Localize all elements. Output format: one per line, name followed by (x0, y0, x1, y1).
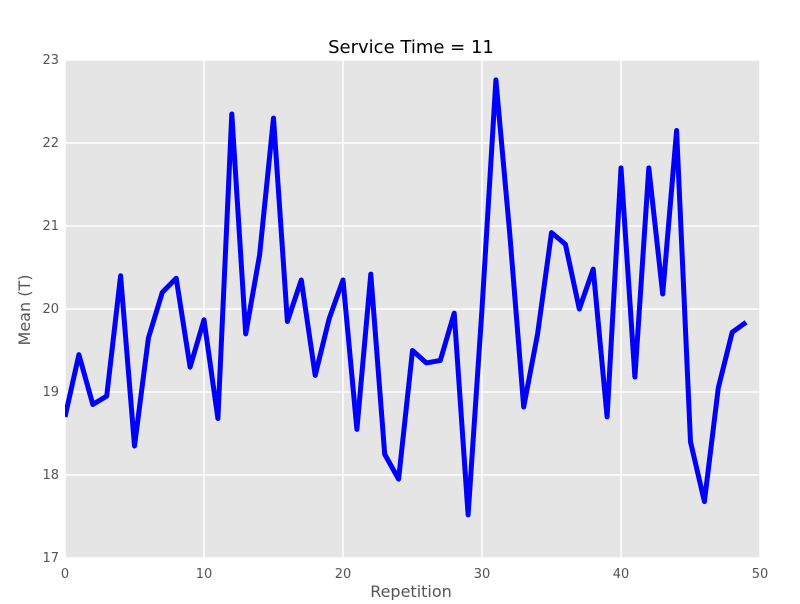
series-layer (65, 77, 748, 518)
x-tick-label: 30 (474, 567, 491, 582)
x-tick-label: 20 (335, 567, 352, 582)
x-tick-label: 0 (61, 567, 69, 582)
chart-title: Service Time = 11 (328, 37, 494, 58)
y-tick-label: 22 (42, 136, 59, 151)
x-axis-title: Repetition (370, 582, 452, 600)
y-axis-title: Mean (T) (15, 275, 34, 346)
y-tick-labels: 17 18 19 20 21 22 23 (42, 53, 59, 566)
y-tick-label: 21 (42, 219, 59, 234)
x-tick-labels: 0 10 20 30 40 50 (61, 567, 768, 582)
x-tick-label: 40 (613, 567, 630, 582)
y-tick-label: 18 (42, 468, 59, 483)
y-tick-label: 19 (42, 385, 59, 400)
series-line (65, 77, 748, 518)
y-tick-label: 20 (42, 302, 59, 317)
x-tick-label: 10 (196, 567, 213, 582)
x-tick-label: 50 (752, 567, 769, 582)
y-tick-label: 23 (42, 53, 59, 68)
y-tick-label: 17 (42, 551, 59, 566)
